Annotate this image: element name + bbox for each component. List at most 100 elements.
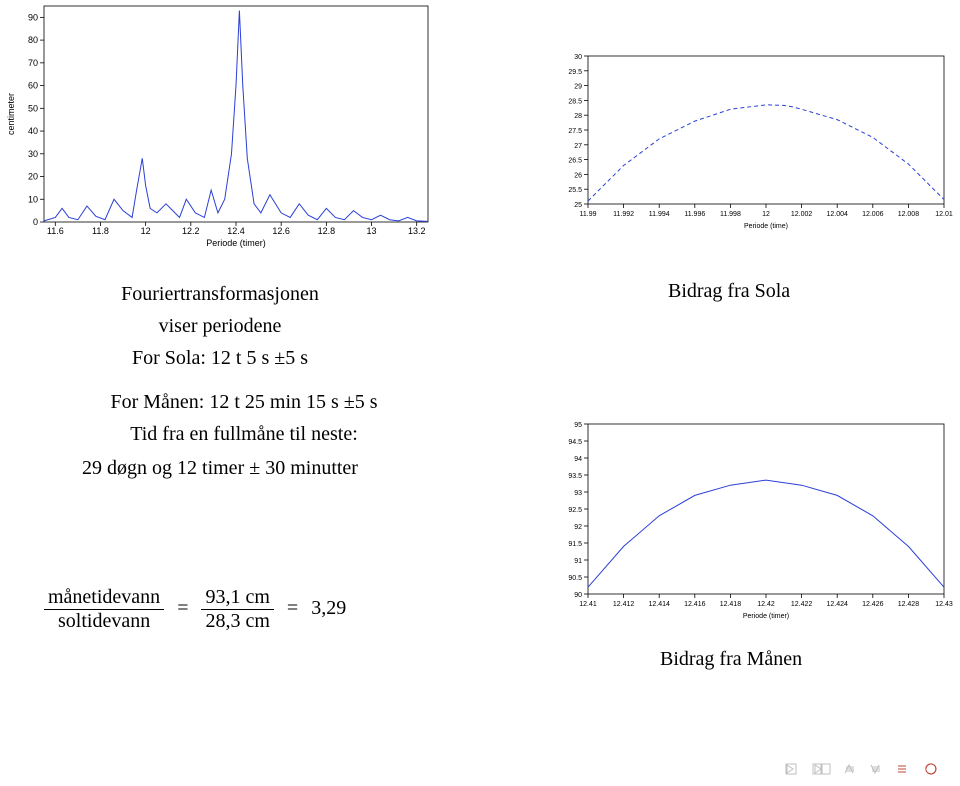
svg-text:12.412: 12.412 xyxy=(613,601,635,608)
eq-result: 3,29 xyxy=(311,597,346,619)
svg-text:50: 50 xyxy=(28,103,38,113)
moon-period-text: For Månen: 12 t 25 min 15 s ±5 s Tid fra… xyxy=(0,386,464,450)
svg-text:12.418: 12.418 xyxy=(720,601,742,608)
text-line-2: viser periodene xyxy=(0,310,440,342)
svg-text:Periode (timer): Periode (timer) xyxy=(743,613,789,620)
main-spectrum-chart: 0 10 20 30 40 50 60 70 80 90 11.6 11.8 12 12.2 12.4 12.… xyxy=(0,0,440,250)
svg-text:12.424: 12.424 xyxy=(826,601,848,608)
svg-text:12.416: 12.416 xyxy=(684,601,706,608)
svg-text:11.6: 11.6 xyxy=(47,226,64,236)
nav-cycle-icon[interactable] xyxy=(922,762,946,776)
svg-text:13.2: 13.2 xyxy=(408,226,426,236)
svg-text:92: 92 xyxy=(574,524,582,531)
svg-text:70: 70 xyxy=(28,58,38,68)
svg-text:26: 26 xyxy=(574,172,582,179)
nav-down-icon[interactable] xyxy=(870,763,884,775)
svg-text:12.004: 12.004 xyxy=(826,211,848,218)
svg-text:12.002: 12.002 xyxy=(791,211,813,218)
svg-text:11.99: 11.99 xyxy=(580,211,597,218)
nav-up-icon[interactable] xyxy=(844,763,858,775)
svg-text:91: 91 xyxy=(574,558,582,565)
frac-num-2: 93,1 cm xyxy=(201,586,273,610)
nav-next-icon[interactable] xyxy=(896,763,910,775)
svg-text:11.992: 11.992 xyxy=(613,211,634,218)
frac-num-1: månetidevann xyxy=(44,586,164,610)
svg-text:12.428: 12.428 xyxy=(898,601,920,608)
svg-text:28.5: 28.5 xyxy=(568,98,582,105)
svg-text:13: 13 xyxy=(367,226,377,236)
text-line-4: For Månen: 12 t 25 min 15 s ±5 s xyxy=(24,386,464,418)
sun-chart-svg: 25 25.5 26 26.5 27 27.5 28 28.5 29 29.5 30 11.99 11.… xyxy=(560,40,960,240)
svg-text:20: 20 xyxy=(28,172,38,182)
svg-text:28: 28 xyxy=(574,113,582,120)
svg-text:93: 93 xyxy=(574,490,582,497)
nav-first-icon[interactable] xyxy=(784,763,800,775)
svg-text:11.998: 11.998 xyxy=(720,211,741,218)
svg-text:12.41: 12.41 xyxy=(579,601,597,608)
frac-values: 93,1 cm 28,3 cm xyxy=(201,586,273,633)
svg-text:92.5: 92.5 xyxy=(568,507,582,514)
svg-text:11.8: 11.8 xyxy=(92,226,109,236)
svg-text:10: 10 xyxy=(28,194,38,204)
svg-text:90.5: 90.5 xyxy=(568,575,582,582)
svg-text:12.426: 12.426 xyxy=(862,601,884,608)
svg-text:25: 25 xyxy=(574,202,582,209)
svg-text:95: 95 xyxy=(574,422,582,429)
moon-chart-svg: 90 90.5 91 91.5 92 92.5 93 93.5 94 94.5 95 12.41 12.… xyxy=(560,406,960,632)
svg-text:94.5: 94.5 xyxy=(568,439,582,446)
svg-text:90: 90 xyxy=(574,592,582,599)
lunar-month-text: 29 døgn og 12 timer ± 30 minutter xyxy=(0,452,440,484)
svg-text:Periode (time): Periode (time) xyxy=(744,223,788,230)
svg-text:12.01: 12.01 xyxy=(935,211,953,218)
svg-text:centimeter: centimeter xyxy=(6,93,16,135)
sun-chart: 25 25.5 26 26.5 27 27.5 28 28.5 29 29.5 30 11.99 11.… xyxy=(560,40,960,240)
equals-2: = xyxy=(279,597,306,619)
svg-text:91.5: 91.5 xyxy=(568,541,582,548)
svg-text:27: 27 xyxy=(574,143,582,150)
nav-prev-icon[interactable] xyxy=(812,763,832,775)
text-line-3: For Sola: 12 t 5 s ±5 s xyxy=(0,342,440,374)
svg-text:12.008: 12.008 xyxy=(898,211,920,218)
svg-text:94: 94 xyxy=(574,456,582,463)
svg-text:25.5: 25.5 xyxy=(568,187,582,194)
svg-text:12.43: 12.43 xyxy=(935,601,953,608)
svg-text:80: 80 xyxy=(28,35,38,45)
svg-text:29: 29 xyxy=(574,84,582,91)
moon-heading: Bidrag fra Månen xyxy=(660,648,802,671)
description-text: Fouriertransformasjonen viser periodene … xyxy=(0,278,440,374)
svg-text:12.6: 12.6 xyxy=(272,226,290,236)
svg-text:11.994: 11.994 xyxy=(649,211,670,218)
svg-text:0: 0 xyxy=(33,217,38,227)
svg-text:12: 12 xyxy=(141,226,151,236)
svg-text:27.5: 27.5 xyxy=(568,128,582,135)
sun-heading: Bidrag fra Sola xyxy=(668,280,790,303)
svg-text:26.5: 26.5 xyxy=(568,158,582,165)
svg-text:30: 30 xyxy=(574,54,582,61)
svg-text:12.42: 12.42 xyxy=(757,601,775,608)
moon-chart: 90 90.5 91 91.5 92 92.5 93 93.5 94 94.5 95 12.41 12.… xyxy=(560,406,960,632)
tide-ratio-equation: månetidevann soltidevann = 93,1 cm 28,3 … xyxy=(44,586,346,633)
text-line-6: 29 døgn og 12 timer ± 30 minutter xyxy=(0,452,440,484)
svg-text:12.2: 12.2 xyxy=(182,226,200,236)
svg-text:60: 60 xyxy=(28,81,38,91)
svg-text:12.006: 12.006 xyxy=(862,211,884,218)
svg-text:40: 40 xyxy=(28,126,38,136)
svg-text:12: 12 xyxy=(762,211,770,218)
text-line-1: Fouriertransformasjonen xyxy=(0,278,440,310)
svg-text:93.5: 93.5 xyxy=(568,473,582,480)
beamer-nav xyxy=(784,762,946,776)
frac-den-1: soltidevann xyxy=(44,610,164,633)
equals-1: = xyxy=(169,597,196,619)
svg-text:11.996: 11.996 xyxy=(684,211,705,218)
main-chart-svg: 0 10 20 30 40 50 60 70 80 90 11.6 11.8 12 12.2 12.4 12.… xyxy=(0,0,440,250)
svg-text:30: 30 xyxy=(28,149,38,159)
svg-text:12.8: 12.8 xyxy=(318,226,336,236)
frac-tide-names: månetidevann soltidevann xyxy=(44,586,164,633)
svg-text:12.422: 12.422 xyxy=(791,601,813,608)
frac-den-2: 28,3 cm xyxy=(201,610,273,633)
svg-text:12.4: 12.4 xyxy=(227,226,245,236)
svg-text:29.5: 29.5 xyxy=(568,69,582,76)
svg-text:90: 90 xyxy=(28,12,38,22)
text-line-5: Tid fra en fullmåne til neste: xyxy=(24,418,464,450)
svg-text:12.414: 12.414 xyxy=(648,601,670,608)
